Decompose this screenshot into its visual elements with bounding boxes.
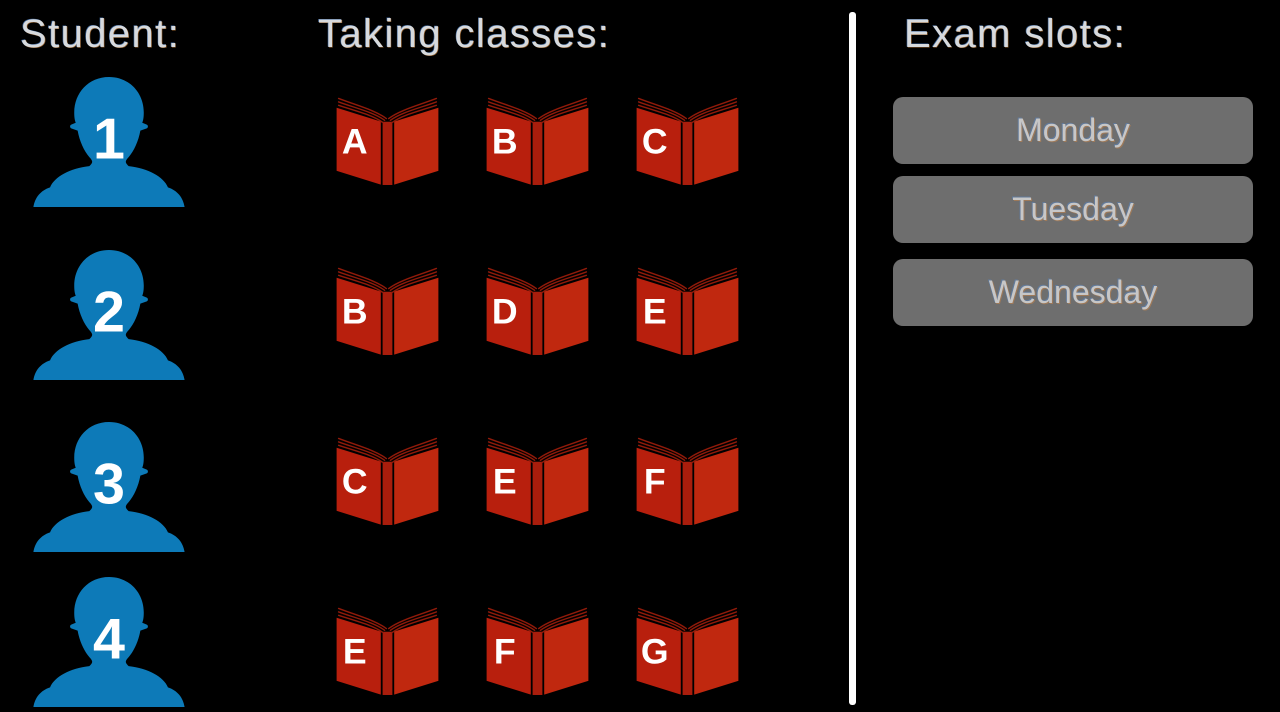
svg-text:F: F (494, 632, 516, 672)
svg-text:G: G (641, 632, 669, 672)
svg-text:E: E (343, 632, 367, 672)
svg-text:B: B (342, 292, 368, 332)
svg-text:2: 2 (93, 281, 125, 345)
svg-text:C: C (342, 462, 368, 502)
svg-text:3: 3 (93, 453, 125, 517)
svg-text:A: A (342, 122, 368, 162)
svg-text:E: E (493, 462, 517, 502)
svg-text:D: D (492, 292, 518, 332)
svg-text:C: C (642, 122, 668, 162)
svg-text:1: 1 (93, 108, 125, 172)
svg-text:B: B (492, 122, 518, 162)
svg-text:4: 4 (93, 608, 125, 672)
svg-text:F: F (644, 462, 666, 502)
svg-text:E: E (643, 292, 667, 332)
